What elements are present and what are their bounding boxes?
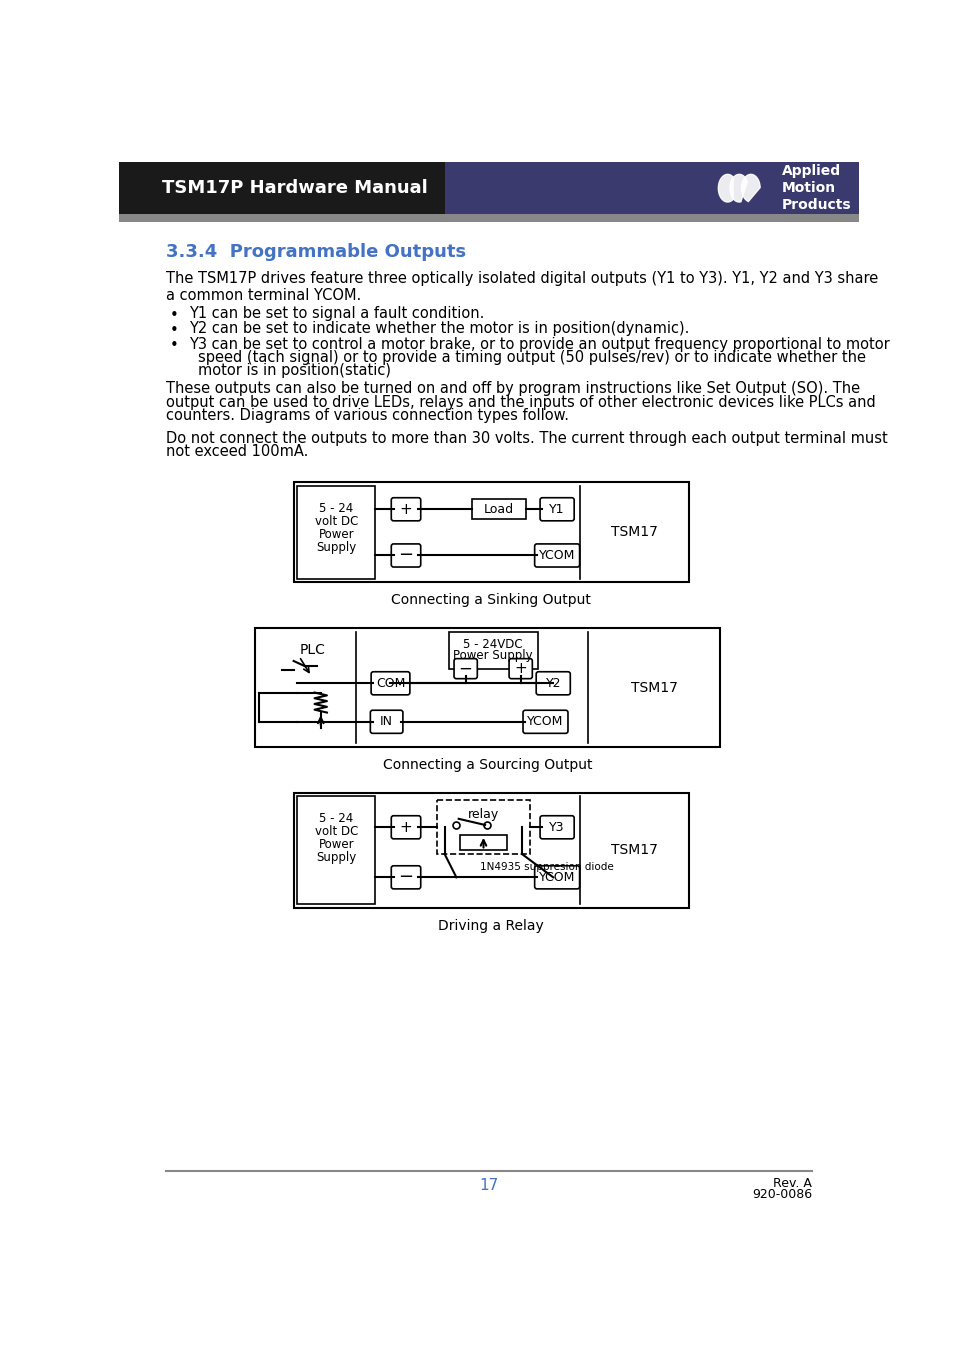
FancyBboxPatch shape <box>391 815 420 838</box>
Bar <box>294 482 688 582</box>
Text: Connecting a Sourcing Output: Connecting a Sourcing Output <box>382 757 592 772</box>
Text: Rev. A: Rev. A <box>773 1177 811 1189</box>
Text: Supply: Supply <box>315 850 356 864</box>
Text: −: − <box>458 660 472 678</box>
Text: Supply: Supply <box>315 541 356 554</box>
FancyBboxPatch shape <box>522 710 567 733</box>
FancyBboxPatch shape <box>536 672 570 695</box>
Text: 5 - 24VDC: 5 - 24VDC <box>463 639 522 651</box>
Text: Do not connect the outputs to more than 30 volts. The current through each outpu: Do not connect the outputs to more than … <box>166 431 886 446</box>
Text: output can be used to drive LEDs, relays and the inputs of other electronic devi: output can be used to drive LEDs, relays… <box>166 394 875 409</box>
Text: Y2 can be set to indicate whether the motor is in position(dynamic).: Y2 can be set to indicate whether the mo… <box>189 321 689 336</box>
Text: 5 - 24: 5 - 24 <box>319 811 353 825</box>
Text: These outputs can also be turned on and off by program instructions like Set Out: These outputs can also be turned on and … <box>166 382 859 397</box>
FancyBboxPatch shape <box>539 498 574 521</box>
Polygon shape <box>729 174 746 202</box>
Text: TSM17: TSM17 <box>630 680 677 694</box>
Text: +: + <box>399 819 412 834</box>
FancyBboxPatch shape <box>539 815 574 838</box>
Text: Connecting a Sinking Output: Connecting a Sinking Output <box>391 593 591 608</box>
Text: Power Supply: Power Supply <box>453 649 533 662</box>
Bar <box>444 162 858 215</box>
Text: IN: IN <box>379 716 393 728</box>
Text: +: + <box>399 502 412 517</box>
FancyBboxPatch shape <box>391 544 420 567</box>
Text: Applied
Motion
Products: Applied Motion Products <box>781 163 851 212</box>
Bar <box>448 632 537 668</box>
Bar <box>459 836 506 850</box>
Text: Load: Load <box>483 502 514 516</box>
FancyBboxPatch shape <box>370 710 402 733</box>
Text: COM: COM <box>375 676 405 690</box>
Bar <box>472 500 525 520</box>
Text: −: − <box>398 547 414 564</box>
Bar <box>119 162 444 215</box>
Text: motor is in position(static): motor is in position(static) <box>198 363 391 378</box>
Text: volt DC: volt DC <box>314 825 357 838</box>
Polygon shape <box>718 174 732 202</box>
Text: Y2: Y2 <box>545 676 560 690</box>
Text: The TSM17P drives feature three optically isolated digital outputs (Y1 to Y3). Y: The TSM17P drives feature three opticall… <box>166 270 877 302</box>
Text: Y1: Y1 <box>549 502 564 516</box>
FancyBboxPatch shape <box>534 865 579 888</box>
Text: 17: 17 <box>478 1179 498 1193</box>
FancyBboxPatch shape <box>454 659 476 679</box>
Text: +: + <box>514 662 526 676</box>
Text: speed (tach signal) or to provide a timing output (50 pulses/rev) or to indicate: speed (tach signal) or to provide a timi… <box>198 350 865 365</box>
Text: YCOM: YCOM <box>527 716 563 728</box>
Bar <box>297 796 375 905</box>
Text: Y3: Y3 <box>549 821 564 834</box>
Polygon shape <box>740 174 760 201</box>
Text: •: • <box>170 323 178 338</box>
Text: TSM17: TSM17 <box>611 525 658 540</box>
Bar <box>294 792 688 909</box>
Bar <box>119 215 858 221</box>
FancyBboxPatch shape <box>436 801 530 855</box>
Text: •: • <box>170 308 178 323</box>
FancyBboxPatch shape <box>391 865 420 888</box>
Text: TSM17: TSM17 <box>611 844 658 857</box>
Text: YCOM: YCOM <box>538 871 575 884</box>
Text: TSM17P Hardware Manual: TSM17P Hardware Manual <box>162 180 427 197</box>
Text: 1N4935 suppresion diode: 1N4935 suppresion diode <box>479 861 613 872</box>
FancyBboxPatch shape <box>509 659 532 679</box>
Text: Driving a Relay: Driving a Relay <box>438 919 543 933</box>
Text: volt DC: volt DC <box>314 514 357 528</box>
Bar <box>297 486 375 579</box>
Text: Power: Power <box>318 838 354 850</box>
Text: relay: relay <box>467 809 498 821</box>
Text: counters. Diagrams of various connection types follow.: counters. Diagrams of various connection… <box>166 408 568 423</box>
Bar <box>254 628 720 747</box>
Text: PLC: PLC <box>300 643 326 657</box>
Text: YCOM: YCOM <box>538 549 575 562</box>
Text: 920-0086: 920-0086 <box>751 1188 811 1200</box>
Text: Y3 can be set to control a motor brake, or to provide an output frequency propor: Y3 can be set to control a motor brake, … <box>189 336 889 352</box>
Text: 3.3.4  Programmable Outputs: 3.3.4 Programmable Outputs <box>166 243 465 261</box>
Text: •: • <box>170 339 178 354</box>
Text: not exceed 100mA.: not exceed 100mA. <box>166 444 308 459</box>
FancyBboxPatch shape <box>534 544 579 567</box>
Text: −: − <box>398 868 414 887</box>
FancyBboxPatch shape <box>391 498 420 521</box>
FancyBboxPatch shape <box>371 672 410 695</box>
Text: 5 - 24: 5 - 24 <box>319 502 353 514</box>
Text: Y1 can be set to signal a fault condition.: Y1 can be set to signal a fault conditio… <box>189 306 484 321</box>
Text: Power: Power <box>318 528 354 541</box>
